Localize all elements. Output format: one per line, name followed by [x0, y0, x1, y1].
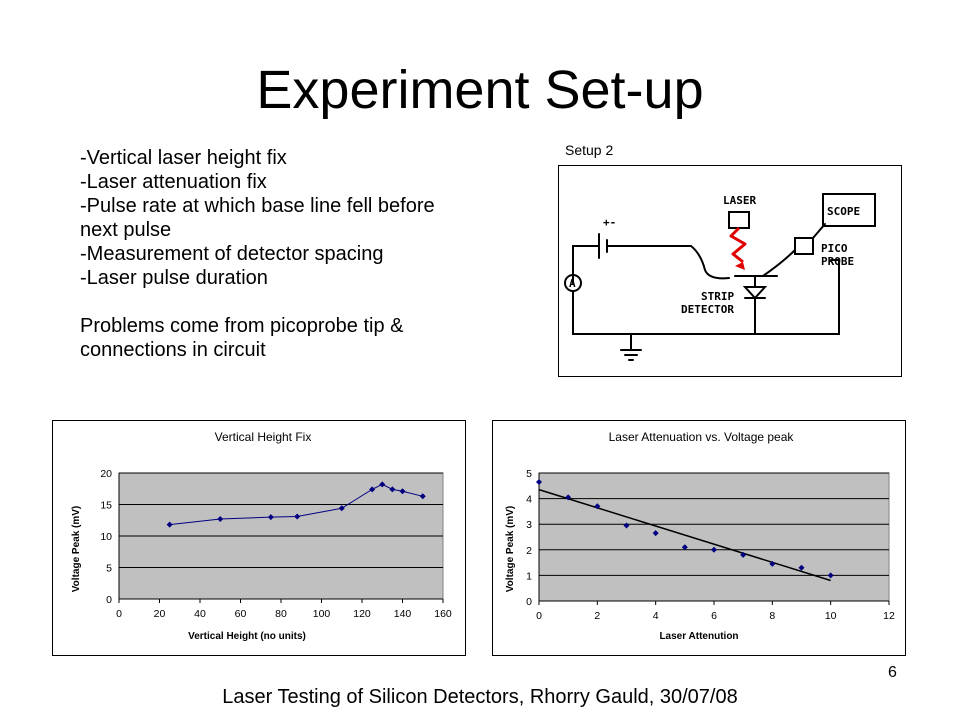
data-point: [536, 478, 542, 485]
slide-title: Experiment Set-up: [256, 60, 704, 120]
x-tick-label: 4: [653, 610, 659, 622]
chart-svg: Laser Attenuation vs. Voltage peak Laser…: [505, 430, 895, 642]
problems-line: connections in circuit: [80, 339, 266, 361]
data-point: [267, 514, 274, 521]
x-tick-label: 0: [536, 610, 542, 622]
footer: Laser Testing of Silicon Detectors, Rhor…: [222, 686, 738, 708]
y-axis-label: Voltage Peak (mV): [71, 506, 82, 593]
y-tick-label: 5: [106, 563, 112, 575]
battery-label: +-: [603, 216, 616, 229]
data-point: [217, 515, 224, 522]
diode-icon: [742, 286, 768, 300]
problems-line: Problems come from picoprobe tip &: [80, 315, 404, 337]
data-point: [389, 486, 396, 493]
y-tick-label: 4: [526, 494, 532, 506]
bullet-list: -Vertical laser height fix -Laser attenu…: [80, 146, 520, 362]
x-axis-label: Vertical Height (no units): [188, 631, 306, 642]
x-tick-label: 6: [711, 610, 717, 622]
laser-beam: [729, 226, 747, 264]
x-tick-label: 0: [116, 608, 122, 620]
ammeter-label: A: [569, 277, 576, 290]
x-tick-label: 100: [313, 608, 331, 620]
data-point: [769, 560, 776, 567]
data-point: [623, 522, 630, 529]
scope-box: [822, 193, 876, 227]
probe-label: PROBE: [821, 255, 854, 268]
chart-title: Laser Attenuation vs. Voltage peak: [609, 430, 795, 444]
x-axis-label: Laser Attenution: [659, 631, 738, 642]
x-tick-label: 20: [154, 608, 166, 620]
data-point: [369, 486, 376, 493]
data-point: [338, 505, 345, 512]
circuit-wire-battery: [606, 245, 730, 280]
bullet-line: next pulse: [80, 219, 172, 241]
data-point: [711, 546, 717, 553]
setup-diagram: +- A LASER SCOPE PICO PROBE STRIP DETECT…: [558, 165, 902, 377]
laser-beam-arrow: [735, 262, 745, 270]
y-axis-label: Voltage Peak (mV): [505, 506, 516, 593]
plot-area: [538, 472, 890, 602]
x-tick-label: 10: [825, 610, 837, 622]
y-tick-label: 3: [526, 519, 532, 531]
data-point: [166, 521, 173, 528]
battery-icon: [598, 233, 608, 259]
x-tick-label: 160: [434, 608, 452, 620]
y-tick-label: 0: [106, 594, 112, 606]
trendline: [538, 488, 831, 582]
y-tick-label: 1: [526, 570, 532, 582]
pico-probe-box: [794, 237, 814, 255]
pico-label: PICO: [821, 242, 848, 255]
series-line: [169, 483, 423, 526]
x-tick-label: 12: [883, 610, 895, 622]
data-point: [652, 530, 659, 537]
bullet-line: -Pulse rate at which base line fell befo…: [80, 195, 435, 217]
data-point: [681, 544, 688, 551]
ground-icon: [620, 333, 642, 361]
page-number: 6: [888, 664, 897, 681]
bullet-line: -Laser attenuation fix: [80, 171, 267, 193]
circuit-svg: +- A LASER SCOPE PICO PROBE STRIP DETECT…: [564, 193, 876, 361]
detector-label: DETECTOR: [681, 303, 734, 316]
data-point: [798, 564, 805, 571]
y-tick-label: 15: [100, 500, 112, 512]
data-point: [740, 551, 747, 558]
scope-label: SCOPE: [827, 205, 860, 218]
x-tick-label: 120: [353, 608, 371, 620]
y-tick-label: 5: [526, 468, 532, 480]
data-point: [294, 513, 301, 520]
bullet-line: -Measurement of detector spacing: [80, 243, 384, 265]
data-point: [827, 572, 834, 579]
x-tick-label: 8: [769, 610, 775, 622]
data-point: [565, 494, 572, 501]
y-tick-label: 20: [100, 468, 112, 480]
laser-label: LASER: [723, 194, 756, 207]
probe-wire: [762, 249, 796, 277]
laser-box: [728, 211, 750, 229]
circuit-wire-top: [572, 245, 600, 284]
data-point: [594, 503, 601, 510]
x-tick-label: 60: [235, 608, 247, 620]
strip-label: STRIP: [701, 290, 734, 303]
bullet-line: -Laser pulse duration: [80, 267, 268, 289]
y-tick-label: 0: [526, 596, 532, 608]
data-point: [379, 481, 386, 488]
circuit-wire-left: [572, 259, 840, 335]
chart-svg: Vertical Height Fix Vertical Height (no …: [71, 430, 452, 642]
x-tick-label: 140: [394, 608, 412, 620]
setup-label: Setup 2: [565, 142, 614, 158]
chart-vertical-height: Vertical Height Fix Vertical Height (no …: [52, 420, 466, 656]
chart-laser-attenuation: Laser Attenuation vs. Voltage peak Laser…: [492, 420, 906, 656]
x-tick-label: 40: [194, 608, 206, 620]
y-tick-label: 2: [526, 545, 532, 557]
data-point: [419, 493, 426, 500]
x-tick-label: 80: [275, 608, 287, 620]
bullet-line: -Vertical laser height fix: [80, 147, 287, 169]
chart-title: Vertical Height Fix: [215, 430, 312, 444]
y-tick-label: 10: [100, 531, 112, 543]
data-point: [399, 488, 406, 495]
x-tick-label: 2: [594, 610, 600, 622]
